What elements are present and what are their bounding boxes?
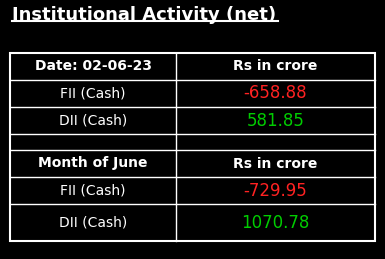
Text: DII (Cash): DII (Cash) [59, 215, 127, 229]
Text: -729.95: -729.95 [244, 182, 307, 199]
Text: 581.85: 581.85 [247, 112, 305, 130]
Bar [10, 53, 375, 241]
Text: Rs in crore: Rs in crore [233, 60, 318, 74]
Text: Institutional Activity (net): Institutional Activity (net) [12, 6, 276, 24]
Text: FII (Cash): FII (Cash) [60, 87, 126, 100]
Text: -658.88: -658.88 [244, 84, 307, 103]
Text: Month of June: Month of June [38, 156, 148, 170]
Text: Rs in crore: Rs in crore [233, 156, 318, 170]
Text: DII (Cash): DII (Cash) [59, 113, 127, 127]
Text: FII (Cash): FII (Cash) [60, 183, 126, 198]
Text: Date: 02-06-23: Date: 02-06-23 [35, 60, 152, 74]
Text: 1070.78: 1070.78 [241, 213, 310, 232]
